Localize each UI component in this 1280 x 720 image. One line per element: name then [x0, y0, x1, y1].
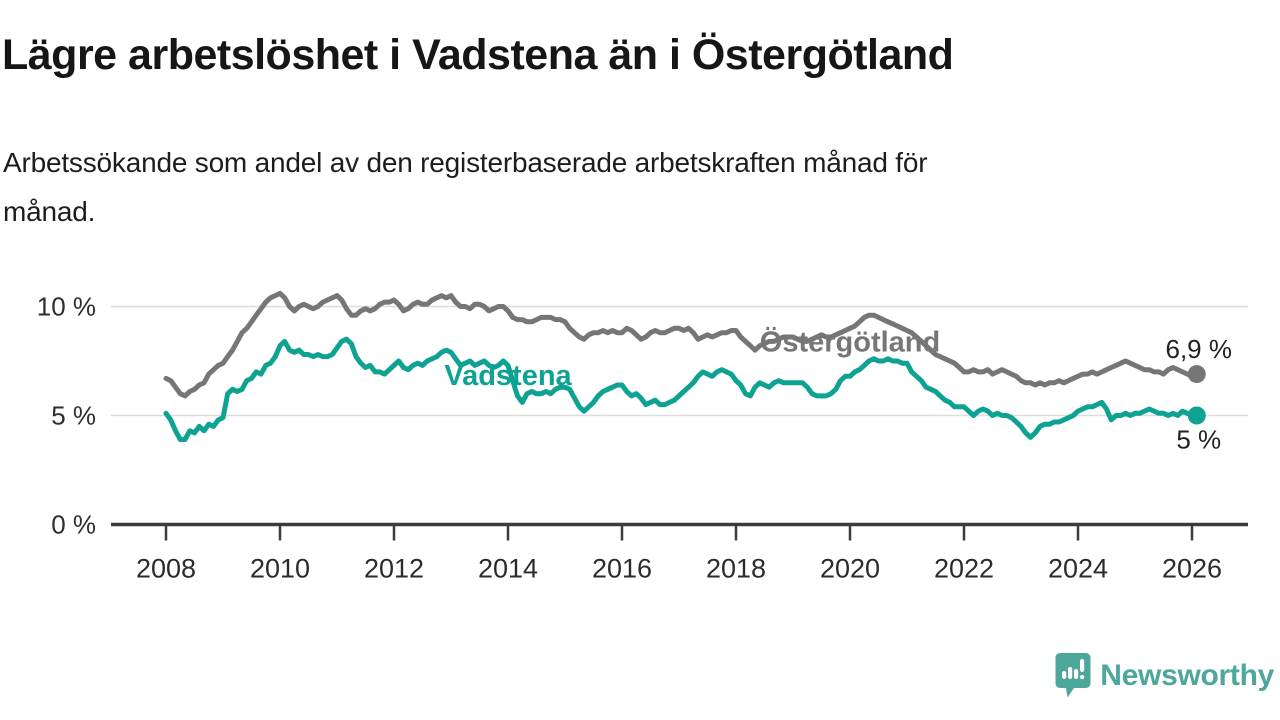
y-axis-tick-label: 10 %	[37, 292, 96, 322]
x-axis-tick-label: 2016	[592, 554, 652, 584]
x-axis-tick-label: 2008	[136, 554, 196, 584]
series-name-label-östergötland: Östergötland	[760, 325, 940, 358]
series-line-vadstena	[163, 336, 1200, 442]
chart-subtitle: Arbetssökande som andel av den registerb…	[3, 138, 928, 236]
x-axis-tick-label: 2012	[364, 554, 424, 584]
y-axis-tick-label: 0 %	[51, 510, 96, 540]
x-axis-tick-label: 2014	[478, 554, 538, 584]
subtitle-line-2: månad.	[3, 196, 96, 227]
series-line-östergötland	[163, 290, 1200, 399]
x-axis-tick-label: 2024	[1048, 554, 1108, 584]
y-axis-tick-label: 5 %	[51, 401, 96, 431]
newsworthy-logo: Newsworthy	[1055, 652, 1274, 700]
newsworthy-logo-icon	[1055, 653, 1091, 698]
newsworthy-logo-text: Newsworthy	[1100, 659, 1274, 692]
subtitle-line-1: Arbetssökande som andel av den registerb…	[3, 147, 928, 178]
series-end-value-label: 6,9 %	[1166, 334, 1233, 364]
x-axis-tick-label: 2018	[706, 554, 766, 584]
series-name-label-vadstena: Vadstena	[444, 360, 572, 392]
x-axis-tick-label: 2026	[1162, 554, 1222, 584]
series-end-value-label: 5 %	[1176, 425, 1221, 455]
series-end-dot-östergötland	[1187, 365, 1206, 384]
series-end-dot-vadstena	[1187, 406, 1206, 425]
page-title: Lägre arbetslöshet i Vadstena än i Öster…	[2, 31, 954, 79]
x-axis-tick-label: 2010	[250, 554, 310, 584]
x-axis-tick-label: 2020	[820, 554, 880, 584]
x-axis-tick-label: 2022	[934, 554, 994, 584]
